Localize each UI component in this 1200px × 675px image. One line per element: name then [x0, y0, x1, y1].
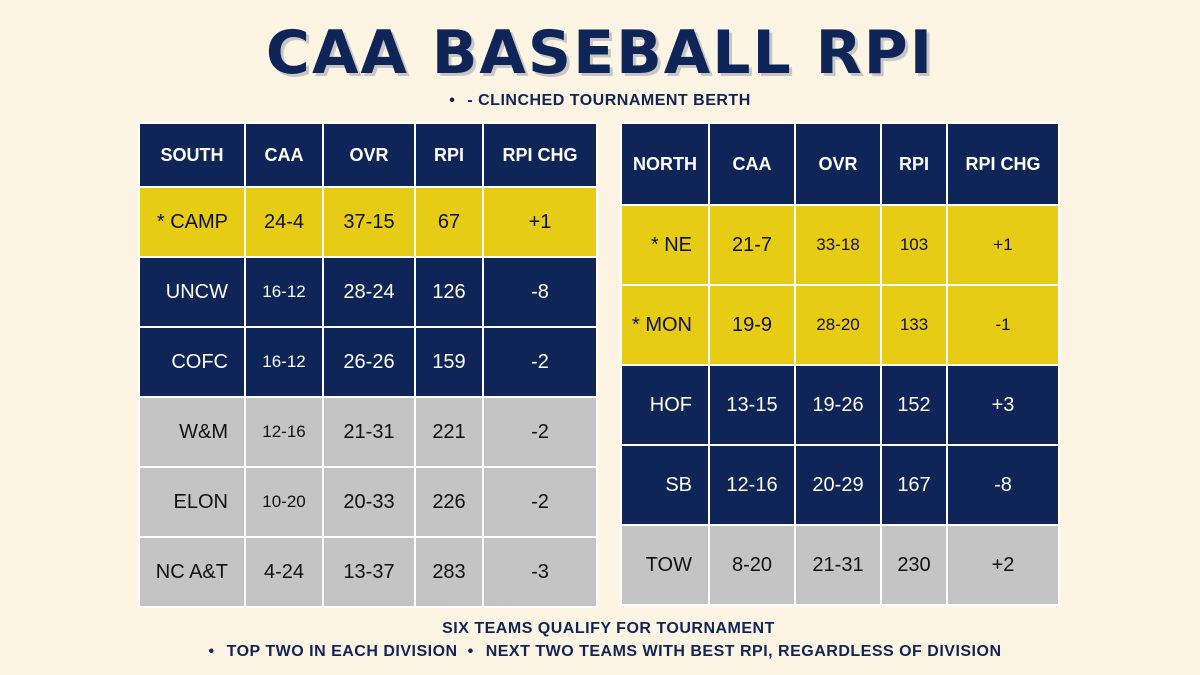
table-row: ELON 10-20 20-33 226 -2: [138, 466, 598, 538]
overall-record: 21-31: [794, 524, 882, 606]
rpi-value: 226: [414, 466, 484, 538]
caa-record: 16-12: [244, 256, 324, 328]
team-name: SB: [620, 444, 710, 526]
rpi-value: 152: [880, 364, 948, 446]
rpi-value: 230: [880, 524, 948, 606]
table-row: TOW 8-20 21-31 230 +2: [620, 524, 1060, 606]
team-name: ELON: [138, 466, 246, 538]
legend: • - CLINCHED TOURNAMENT BERTH: [0, 92, 1200, 110]
footer-rule-2: NEXT TWO TEAMS WITH BEST RPI, REGARDLESS…: [485, 643, 1002, 660]
team-name: * NE: [620, 204, 710, 286]
overall-record: 28-20: [794, 284, 882, 366]
rpi-change: +2: [946, 524, 1060, 606]
caa-record: 12-16: [708, 444, 796, 526]
table-row: * NE 21-7 33-18 103 +1: [620, 204, 1060, 286]
south-division-table: SOUTH CAA OVR RPI RPI CHG * CAMP 24-4 37…: [138, 122, 598, 608]
overall-record: 20-29: [794, 444, 882, 526]
rpi-change: +1: [482, 186, 598, 258]
rpi-change: +3: [946, 364, 1060, 446]
footer-rules: • TOP TWO IN EACH DIVISION • NEXT TWO TEAMS…: [0, 643, 1200, 661]
rpi-change: -1: [946, 284, 1060, 366]
header-rpi: RPI: [414, 122, 484, 188]
team-name: UNCW: [138, 256, 246, 328]
caa-record: 4-24: [244, 536, 324, 608]
overall-record: 19-26: [794, 364, 882, 446]
rpi-value: 103: [880, 204, 948, 286]
team-name: * MON: [620, 284, 710, 366]
table-row: W&M 12-16 21-31 221 -2: [138, 396, 598, 468]
header-caa: CAA: [244, 122, 324, 188]
rpi-value: 133: [880, 284, 948, 366]
team-name: * CAMP: [138, 186, 246, 258]
table-row: COFC 16-12 26-26 159 -2: [138, 326, 598, 398]
rpi-value: 283: [414, 536, 484, 608]
rpi-value: 159: [414, 326, 484, 398]
caa-record: 19-9: [708, 284, 796, 366]
rpi-change: -2: [482, 466, 598, 538]
header-rpi: RPI: [880, 122, 948, 206]
table-row: * CAMP 24-4 37-15 67 +1: [138, 186, 598, 258]
overall-record: 20-33: [322, 466, 416, 538]
rpi-value: 221: [414, 396, 484, 468]
rpi-value: 126: [414, 256, 484, 328]
overall-record: 37-15: [322, 186, 416, 258]
header-rpi-chg: RPI CHG: [482, 122, 598, 188]
header-division: SOUTH: [138, 122, 246, 188]
header-division: NORTH: [620, 122, 710, 206]
team-name: HOF: [620, 364, 710, 446]
team-name: COFC: [138, 326, 246, 398]
header-ovr: OVR: [322, 122, 416, 188]
caa-record: 8-20: [708, 524, 796, 606]
footer-rule-1: TOP TWO IN EACH DIVISION: [226, 643, 458, 660]
caa-record: 16-12: [244, 326, 324, 398]
footer-headline: SIX TEAMS QUALIFY FOR TOURNAMENT: [442, 620, 775, 637]
overall-record: 26-26: [322, 326, 416, 398]
bullet-icon: •: [208, 643, 215, 660]
page-title: CAA BASEBALL RPI: [265, 18, 935, 88]
overall-record: 21-31: [322, 396, 416, 468]
caa-record: 21-7: [708, 204, 796, 286]
header-ovr: OVR: [794, 122, 882, 206]
table-row: * MON 19-9 28-20 133 -1: [620, 284, 1060, 366]
bullet-icon: •: [467, 643, 474, 660]
header-rpi-chg: RPI CHG: [946, 122, 1060, 206]
rpi-change: -2: [482, 396, 598, 468]
team-name: TOW: [620, 524, 710, 606]
team-name: W&M: [138, 396, 246, 468]
overall-record: 28-24: [322, 256, 416, 328]
north-division-table: NORTH CAA OVR RPI RPI CHG * NE 21-7 33-1…: [620, 122, 1060, 606]
rpi-change: -8: [482, 256, 598, 328]
caa-record: 13-15: [708, 364, 796, 446]
caa-record: 24-4: [244, 186, 324, 258]
rpi-change: +1: [946, 204, 1060, 286]
legend-text: - CLINCHED TOURNAMENT BERTH: [467, 92, 751, 109]
rpi-change: -2: [482, 326, 598, 398]
rpi-change: -3: [482, 536, 598, 608]
caa-record: 10-20: [244, 466, 324, 538]
table-row: NC A&T 4-24 13-37 283 -3: [138, 536, 598, 608]
table-row: SB 12-16 20-29 167 -8: [620, 444, 1060, 526]
team-name: NC A&T: [138, 536, 246, 608]
table-row: UNCW 16-12 28-24 126 -8: [138, 256, 598, 328]
rpi-value: 167: [880, 444, 948, 526]
rpi-value: 67: [414, 186, 484, 258]
caa-record: 12-16: [244, 396, 324, 468]
bullet-icon: •: [449, 92, 456, 109]
table-row: HOF 13-15 19-26 152 +3: [620, 364, 1060, 446]
overall-record: 13-37: [322, 536, 416, 608]
overall-record: 33-18: [794, 204, 882, 286]
header-caa: CAA: [708, 122, 796, 206]
rpi-change: -8: [946, 444, 1060, 526]
